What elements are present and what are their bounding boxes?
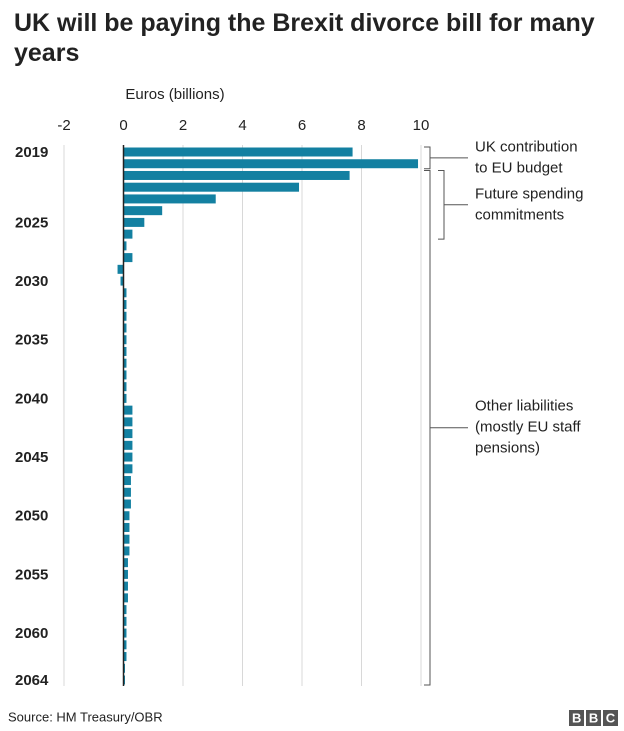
bar (123, 440, 133, 450)
bar (123, 229, 133, 239)
bar (123, 241, 127, 251)
y-tick-label: 2040 (15, 390, 48, 407)
y-tick-label: 2064 (15, 672, 49, 689)
logo-box (586, 710, 601, 726)
bar (123, 476, 131, 486)
bar (123, 534, 130, 544)
bar (123, 393, 127, 403)
bar (117, 264, 124, 274)
x-tick-label: 6 (298, 117, 306, 134)
bar (123, 311, 127, 321)
bar (123, 300, 127, 310)
bracket (424, 169, 431, 686)
bar (123, 323, 127, 333)
annotation: to EU budget (475, 159, 563, 176)
y-tick-label: 2060 (15, 625, 48, 642)
bar (123, 569, 128, 579)
bar (123, 652, 127, 662)
logo-box (569, 710, 584, 726)
logo: BBC (572, 710, 623, 725)
annotation: pensions) (475, 440, 540, 457)
bar (123, 593, 128, 603)
bar (123, 253, 133, 263)
x-tick-label: -2 (57, 117, 70, 134)
bar (120, 276, 124, 286)
logo-box (603, 710, 618, 726)
y-tick-label: 2045 (15, 449, 48, 466)
bar (123, 346, 127, 356)
bar (123, 616, 127, 626)
annotation: commitments (475, 206, 564, 223)
bracket (424, 146, 431, 170)
bar (123, 147, 353, 157)
bar (123, 511, 130, 521)
axis-label: Euros (billions) (125, 86, 224, 103)
bracket (438, 169, 445, 240)
bar (123, 558, 128, 568)
bar (123, 170, 350, 180)
bar (123, 159, 419, 169)
x-tick-label: 2 (179, 117, 187, 134)
annotation: (mostly EU staff (475, 419, 581, 436)
annotation: Future spending (475, 185, 583, 202)
chart-title: UK will be paying the Brexit divorce bil… (14, 9, 595, 67)
bar (123, 581, 128, 591)
y-tick-label: 2055 (15, 566, 48, 583)
bar (123, 429, 133, 439)
bar (123, 452, 133, 462)
y-tick-label: 2019 (15, 144, 48, 161)
bar (123, 358, 127, 368)
bar (123, 417, 133, 427)
y-tick-label: 2025 (15, 214, 48, 231)
x-tick-label: 10 (413, 117, 430, 134)
bar (123, 370, 127, 380)
bar (123, 206, 163, 216)
bar (123, 335, 127, 345)
bar (123, 182, 300, 192)
annotation: UK contribution (475, 138, 578, 155)
x-tick-label: 4 (238, 117, 246, 134)
bar (123, 640, 127, 650)
bar (123, 499, 131, 509)
bar (123, 288, 127, 298)
bar (123, 487, 131, 497)
annotation: Other liabilities (475, 398, 573, 415)
bar (123, 464, 133, 474)
bar (123, 605, 127, 615)
y-tick-label: 2035 (15, 332, 48, 349)
bar (123, 217, 145, 227)
x-tick-label: 0 (119, 117, 127, 134)
source: Source: HM Treasury/OBR (8, 709, 163, 724)
bar (123, 405, 133, 415)
bar (123, 628, 127, 638)
bar (123, 546, 130, 556)
bar (123, 382, 127, 392)
y-tick-label: 2030 (15, 273, 48, 290)
bar (123, 194, 216, 204)
bar (123, 522, 130, 532)
x-tick-label: 8 (357, 117, 365, 134)
y-tick-label: 2050 (15, 508, 48, 525)
